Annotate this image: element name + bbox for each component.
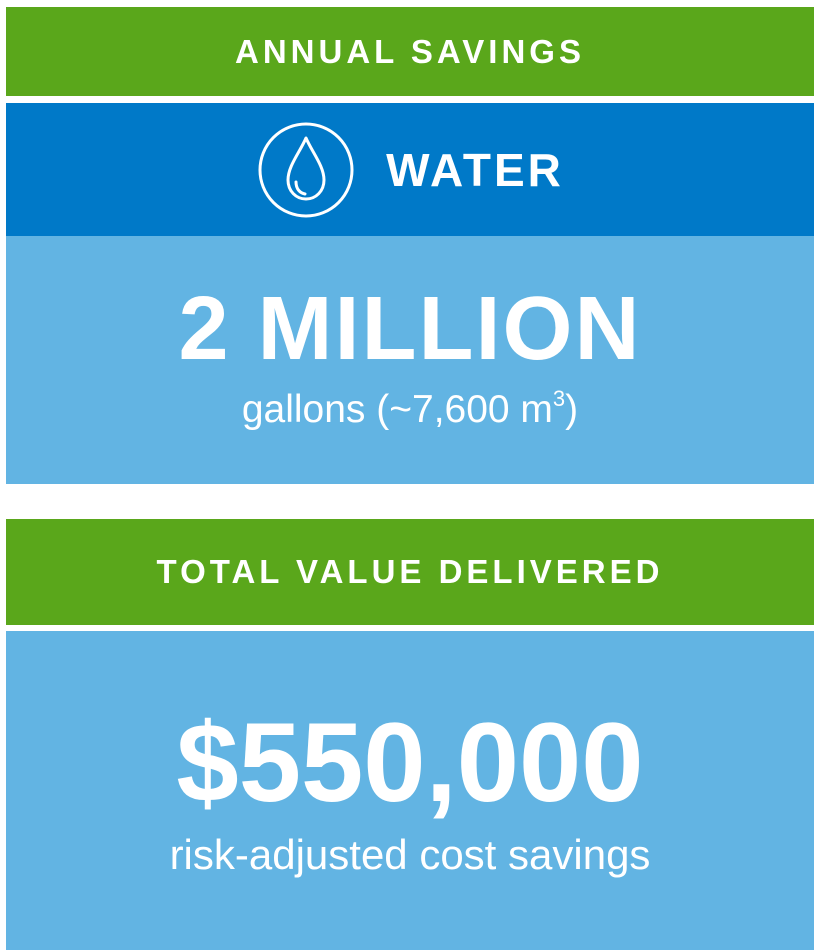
total-value-header: TOTAL VALUE DELIVERED: [6, 519, 814, 625]
water-drop-icon: [258, 122, 354, 217]
water-unit-superscript: 3: [552, 386, 566, 411]
annual-savings-header: ANNUAL SAVINGS: [6, 7, 814, 96]
total-value-description: risk-adjusted cost savings: [169, 831, 651, 878]
water-savings-unit: gallons (~7,600 m3): [242, 386, 578, 432]
water-unit-close: ): [565, 388, 579, 431]
total-value-title: TOTAL VALUE DELIVERED: [156, 553, 664, 590]
total-value-amount: $550,000: [176, 700, 644, 825]
water-unit-text: gallons (~7,600 m: [241, 388, 553, 431]
water-savings-value: 2 MILLION: [178, 279, 642, 379]
annual-savings-title: ANNUAL SAVINGS: [235, 32, 585, 70]
water-label: WATER: [386, 143, 564, 196]
total-value-panel: $550,000 risk-adjusted cost savings: [6, 631, 814, 950]
water-category-bar: WATER: [6, 103, 814, 236]
water-savings-panel: 2 MILLION gallons (~7,600 m3): [6, 236, 814, 484]
